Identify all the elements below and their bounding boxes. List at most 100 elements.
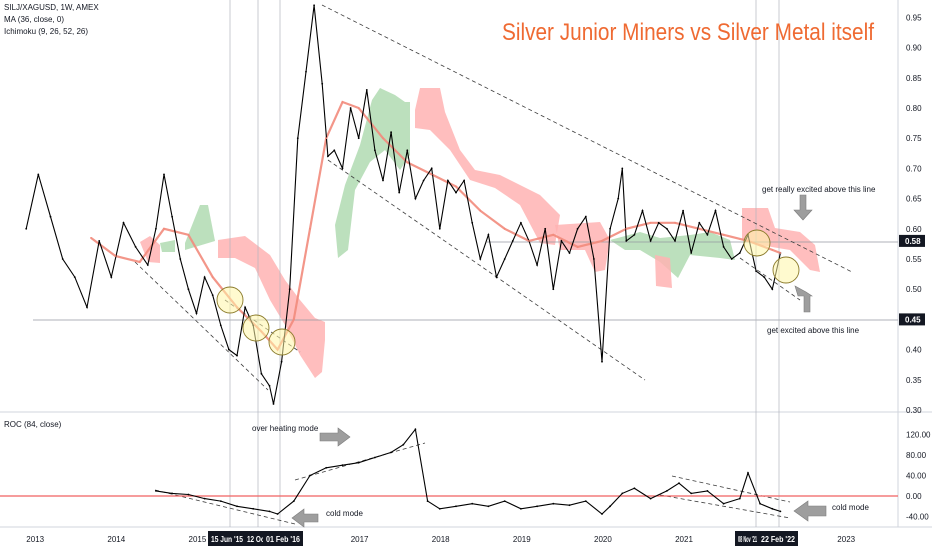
roc-point: [722, 502, 725, 505]
price-point: [333, 149, 336, 152]
price-point: [146, 264, 149, 266]
price-point: [544, 227, 547, 230]
arrow-cold-right-icon: [793, 500, 827, 522]
roc-point: [357, 461, 360, 464]
roc-trendline-up: [294, 442, 426, 481]
price-point: [576, 227, 579, 230]
price-tag-bg: [899, 234, 925, 247]
roc-point: [666, 490, 668, 492]
arrows: [291, 194, 827, 528]
roc-trendline-cold-right: [659, 494, 791, 519]
price-tags: 0.58 0.45: [899, 234, 925, 326]
price-point: [341, 167, 344, 170]
year-tick-label: 2014: [107, 535, 125, 544]
roc-point: [584, 500, 587, 502]
price-point: [552, 288, 555, 291]
ma-point: [625, 227, 628, 230]
price-point: [568, 252, 571, 254]
price-tick-label: 0.65: [906, 195, 922, 204]
highlight-circle-feb-16: [268, 328, 296, 356]
annotation-get-really-excited: get really excited above this line: [762, 185, 876, 194]
ma-point: [771, 249, 774, 251]
roc-point: [341, 464, 344, 467]
price-point: [763, 276, 766, 278]
price-point: [25, 227, 28, 230]
roc-point: [187, 493, 190, 496]
annotation-cold-mode-right: cold mode: [832, 503, 869, 512]
roc-point: [771, 507, 774, 510]
price-point: [73, 276, 76, 278]
price-point: [487, 233, 490, 236]
price-tick-label: 0.80: [906, 104, 922, 113]
symbol-label: SILJ/XAGUSD, 1W, AMEX: [4, 3, 99, 12]
price-point: [633, 233, 636, 236]
cloud-bear: [415, 88, 560, 245]
price-tag-label: 0.45: [905, 315, 921, 324]
price-tag-label: 0.58: [905, 237, 921, 246]
ichimoku-cloud: [140, 88, 820, 378]
price-point: [110, 276, 113, 278]
date-tag-label: 22 Feb '22: [761, 535, 795, 544]
price-point: [163, 173, 165, 176]
date-tag-bg: [208, 531, 246, 546]
date-tag-bg: [758, 531, 798, 546]
roc-point: [252, 507, 255, 510]
price-point: [560, 240, 563, 242]
chart-title: Silver Junior Miners vs Silver Metal its…: [502, 19, 874, 46]
price-point: [447, 179, 449, 182]
price-tick-label: 0.75: [906, 134, 922, 143]
price-point: [398, 191, 401, 194]
cloud-bull: [610, 232, 735, 278]
price-point: [593, 258, 595, 260]
price-point: [471, 221, 474, 224]
roc-point: [678, 482, 680, 485]
roc-tick-label: 120.00: [906, 430, 931, 439]
price-point: [690, 252, 693, 254]
highlight-circles: [216, 229, 800, 356]
price-point: [617, 197, 620, 200]
ma-point: [406, 161, 409, 164]
price-point: [706, 233, 709, 236]
price-point: [666, 227, 668, 230]
price-point: [272, 403, 275, 405]
price-point: [313, 4, 315, 7]
roc-point: [414, 428, 417, 431]
roc-line: [155, 427, 781, 515]
roc-point: [779, 510, 782, 513]
year-tick-label: 2018: [432, 535, 450, 544]
price-tick-label: 0.55: [906, 255, 922, 264]
roc-point: [292, 500, 295, 502]
price-point: [134, 246, 137, 248]
cloud-bear: [655, 255, 672, 288]
roc-point: [568, 504, 571, 507]
price-point: [171, 215, 174, 218]
price-point: [511, 240, 514, 242]
ma-point: [163, 227, 165, 230]
roc-tick-label: 40.00: [906, 472, 927, 481]
price-point: [771, 288, 774, 291]
date-tag-bg: [735, 531, 760, 546]
roc-legend: ROC (84, close): [4, 420, 62, 429]
date-tag-label: 12 Oct '15: [247, 535, 277, 544]
price-point: [321, 82, 324, 85]
highlight-circle-nov-21: [743, 229, 771, 257]
price-point: [244, 306, 247, 309]
roc-point: [552, 502, 555, 505]
roc-tick-label: -40.00: [906, 513, 929, 522]
ma-point: [552, 233, 555, 236]
cloud-bear: [218, 236, 325, 378]
cloud-bull: [185, 205, 215, 250]
roc-point: [471, 502, 474, 505]
ma-legend: MA (36, close, 0): [4, 15, 64, 24]
price-point: [357, 137, 360, 140]
roc-point: [649, 497, 652, 500]
trendline-2015-down: [134, 261, 269, 391]
cloud-bear: [742, 208, 820, 272]
price-point: [503, 258, 506, 260]
ma-point: [211, 276, 214, 278]
ma-point: [455, 185, 457, 188]
roc-point: [426, 500, 429, 502]
roc-point: [487, 505, 490, 508]
price-point: [641, 209, 644, 212]
price-point: [625, 240, 628, 242]
